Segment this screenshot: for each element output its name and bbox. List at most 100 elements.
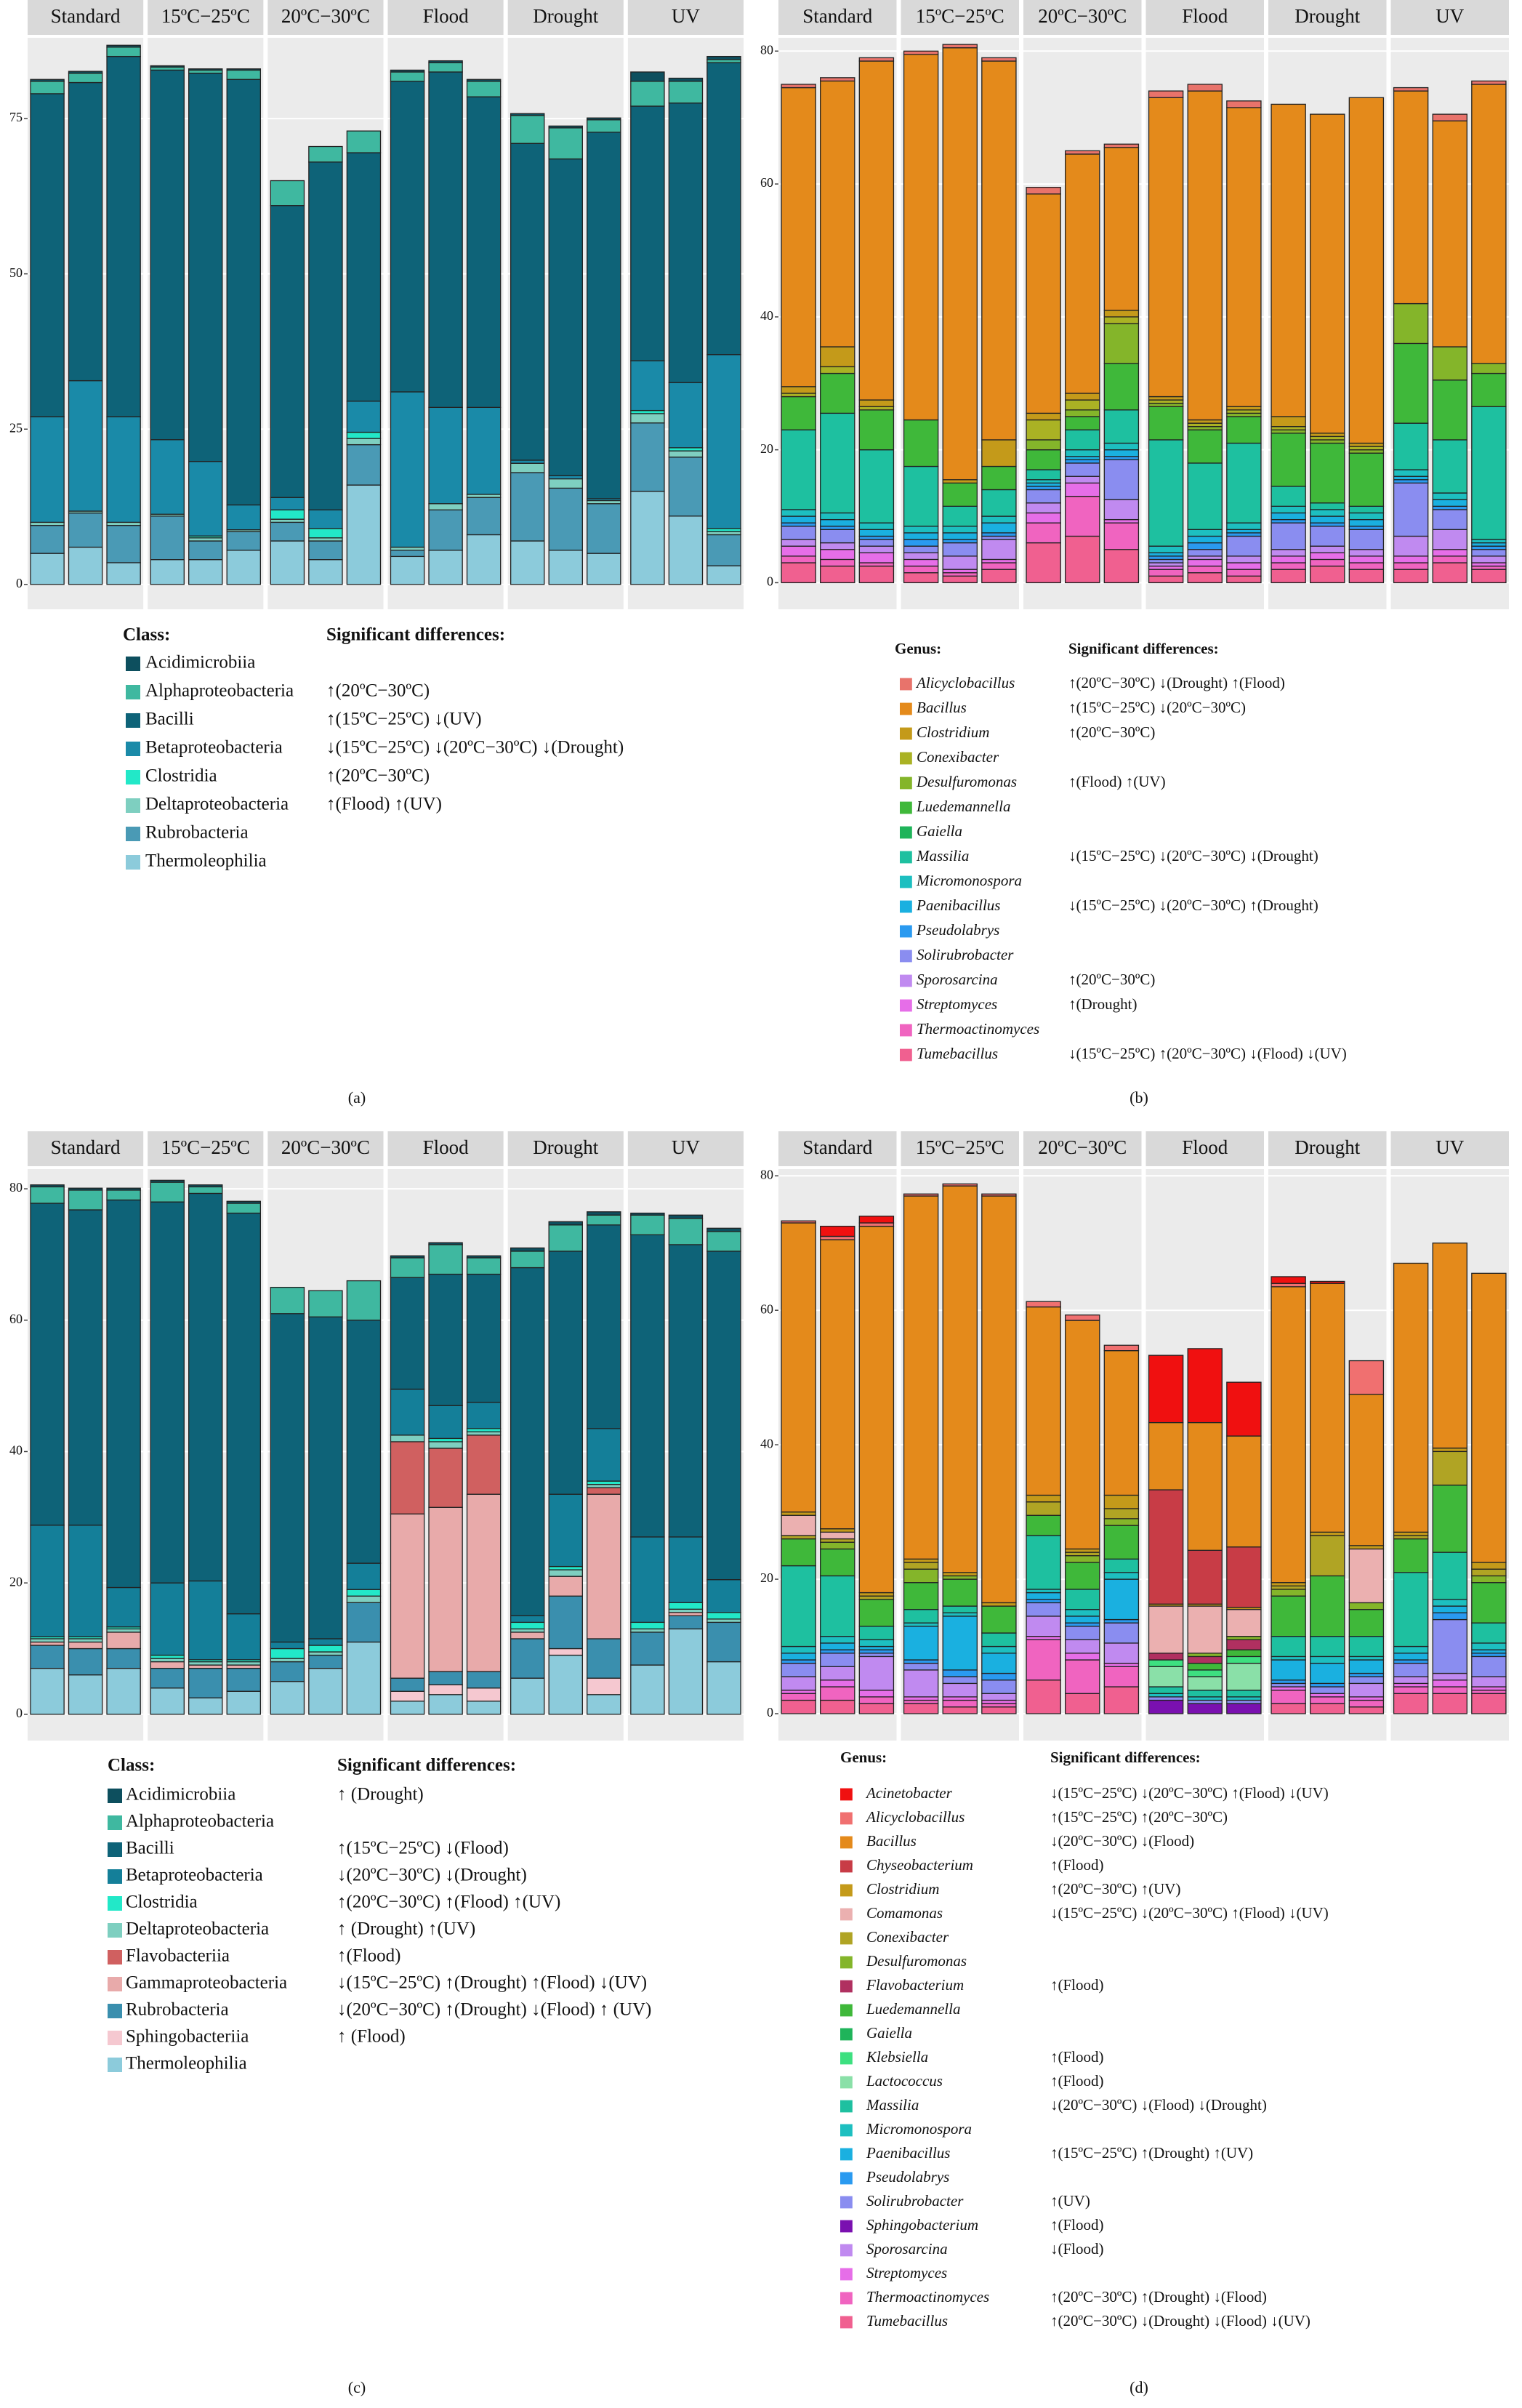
bar-segment (587, 117, 621, 121)
bar-segment (820, 80, 855, 348)
bar-segment (466, 1687, 502, 1702)
bar-segment (30, 1203, 65, 1526)
facet-strip (267, 1131, 384, 1166)
bar-segment (1148, 1699, 1184, 1714)
bar-segment (1226, 1656, 1262, 1664)
bar-segment (1026, 512, 1061, 523)
bar-segment (308, 1654, 343, 1669)
bar-segment (308, 1651, 343, 1656)
bar-segment (981, 1672, 1017, 1681)
bar-segment (1026, 449, 1061, 470)
bar-segment (1148, 97, 1184, 398)
bar-segment (1148, 545, 1184, 553)
bar-segment (106, 1632, 141, 1650)
bar-segment (668, 1536, 704, 1603)
bar-segment (1271, 426, 1306, 430)
bar-segment (1271, 1686, 1306, 1691)
bar-segment (858, 1639, 895, 1648)
bar-segment (68, 1525, 103, 1637)
bar-segment (30, 1186, 65, 1204)
bar-segment (1432, 529, 1467, 550)
legend-swatch (900, 900, 912, 913)
bar-segment (1393, 1535, 1429, 1540)
bar-segment (1148, 1489, 1184, 1605)
bar-segment (820, 372, 855, 414)
bar-segment (106, 1586, 141, 1628)
bar-segment (1432, 555, 1467, 563)
bar-segment (150, 1667, 185, 1689)
bar-segment (1148, 552, 1184, 557)
bar-segment (346, 444, 382, 486)
bar-segment (1226, 522, 1262, 530)
bar-segment (150, 1687, 185, 1715)
bar-segment (1103, 518, 1140, 523)
bar-segment (942, 1616, 978, 1671)
bar-segment (1432, 505, 1467, 510)
bar-segment (1148, 562, 1184, 567)
bar-segment (942, 47, 978, 481)
bar-segment (981, 1632, 1017, 1648)
bar-segment (903, 526, 939, 534)
bar-segment (188, 1667, 223, 1698)
bar-segment (150, 1582, 185, 1656)
bar-segment (1226, 1636, 1262, 1640)
legend-label: Betaproteobacteria (126, 1866, 263, 1885)
bar-segment (1271, 1679, 1306, 1685)
bar-segment (346, 1589, 382, 1597)
legend-label: Acidimicrobiia (145, 653, 255, 673)
bar-segment (1148, 1666, 1184, 1687)
bar-segment (903, 552, 939, 561)
bar-segment (1348, 1676, 1385, 1685)
bar-segment (270, 180, 305, 206)
bar-segment (1271, 416, 1306, 428)
panel-label: (b) (1130, 1088, 1148, 1107)
facet-label: Standard (51, 1136, 121, 1158)
bar-segment (1310, 515, 1345, 523)
bar-segment (1432, 1686, 1467, 1694)
bar-segment (510, 540, 545, 585)
bar-segment (858, 1649, 895, 1654)
bar-segment (346, 152, 382, 402)
bar-segment (1271, 1659, 1306, 1681)
bar-segment (106, 1667, 141, 1715)
legend-label: Lactococcus (866, 2072, 943, 2090)
bar-segment (1310, 565, 1345, 584)
bar-segment (1393, 1538, 1429, 1573)
legend-swatch (900, 678, 912, 691)
bar-segment (981, 569, 1017, 584)
bar-segment (226, 1690, 262, 1715)
bar-segment (1310, 113, 1345, 434)
bar-segment (548, 478, 583, 489)
legend-swatch (126, 855, 140, 870)
bar-segment (466, 1257, 502, 1275)
bar-segment (1348, 97, 1385, 444)
bar-segment (428, 503, 463, 510)
bar-segment (226, 68, 262, 71)
bar-segment (1103, 449, 1140, 457)
bar-segment (548, 158, 583, 476)
bar-segment (68, 1209, 103, 1526)
bar-segment (106, 1187, 141, 1191)
bar-segment (308, 509, 343, 529)
bar-segment (1065, 1659, 1100, 1694)
bar-segment (1065, 1555, 1100, 1563)
bar-segment (1226, 107, 1262, 407)
bar-segment (1026, 412, 1061, 421)
bar-segment (1148, 569, 1184, 577)
bar-segment (1226, 406, 1262, 411)
bar-segment (903, 50, 939, 55)
legend-swatch (900, 1048, 912, 1061)
bar-segment (510, 1677, 545, 1715)
bar-segment (390, 1277, 425, 1390)
bar-segment (706, 1621, 741, 1663)
facet-strip (148, 1131, 264, 1166)
bar-segment (781, 539, 816, 547)
bar-segment (466, 1402, 502, 1429)
bar-segment (1065, 150, 1100, 155)
bar-segment (1393, 1676, 1429, 1685)
notes-title: Significant differences: (1068, 640, 1219, 657)
bar-segment (781, 1653, 816, 1661)
legend-label: Tumebacillus (866, 2312, 948, 2329)
bar-segment (150, 1181, 185, 1203)
legend-swatch (840, 1836, 853, 1849)
